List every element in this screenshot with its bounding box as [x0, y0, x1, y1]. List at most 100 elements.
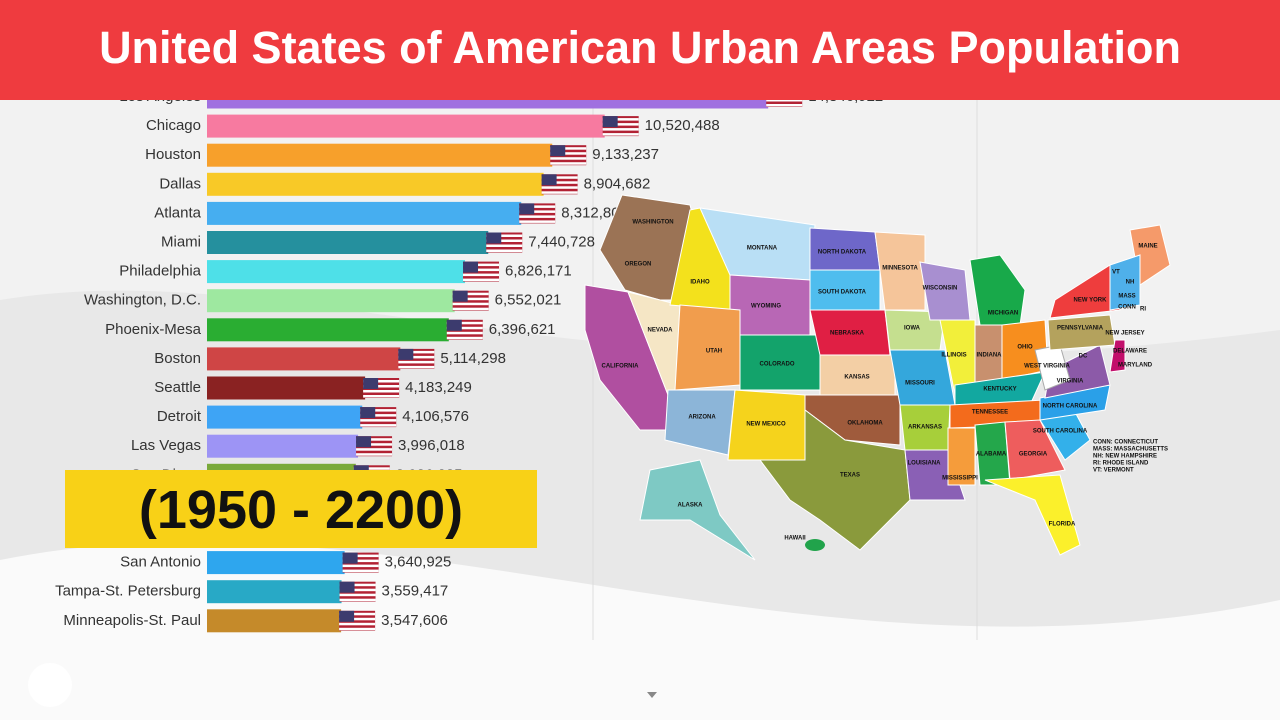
value-label: 8,904,682 [584, 175, 651, 192]
flag-stripe [342, 564, 379, 568]
state-label: COLORADO [760, 362, 795, 368]
value-label: 4,183,249 [405, 379, 472, 396]
category-label: Atlanta [154, 204, 201, 221]
flag-canton [463, 261, 479, 273]
category-label: Boston [154, 350, 201, 367]
year-range: (1950 - 2200) [65, 470, 537, 548]
flag-stripe [363, 390, 400, 393]
flag-canton [360, 407, 376, 419]
bar [207, 172, 544, 196]
flag-stripe [452, 292, 489, 296]
state-label: TENNESSEE [972, 410, 1008, 416]
flag-stripe [602, 133, 639, 136]
state-shape [639, 459, 756, 561]
flag-stripe [339, 588, 376, 592]
flag-stripe [452, 297, 489, 301]
map-legend-item: CONN: CONNECTICUT [1093, 440, 1158, 446]
flag-canton [486, 232, 502, 244]
bar [207, 143, 553, 167]
state-label: NEBRASKA [830, 331, 865, 337]
flag-canton [356, 436, 372, 448]
state-label: OHIO [1017, 345, 1033, 351]
state-label: IDAHO [690, 280, 710, 286]
bar [207, 201, 522, 225]
state-shape [804, 394, 901, 446]
flag-canton [452, 290, 468, 302]
state-label: ILLINOIS [941, 353, 966, 359]
state-shape [969, 254, 1026, 326]
flag-stripe [360, 414, 397, 417]
bar [207, 231, 489, 254]
state-shape [805, 539, 825, 551]
bar [207, 405, 363, 429]
state-label: SOUTH DAKOTA [818, 290, 867, 296]
map-legend-item: MASS: MASSACHUSETTS [1093, 447, 1168, 453]
state-label: CONN [1118, 305, 1136, 311]
flag-canton [550, 145, 566, 157]
category-label: Las Vegas [131, 437, 201, 454]
state-label: MISSOURI [905, 381, 935, 387]
button[interactable] [28, 663, 72, 707]
flag-stripe [360, 409, 397, 412]
state-label: OREGON [625, 262, 652, 268]
flag-stripe [356, 448, 393, 451]
flag-stripe [463, 273, 500, 277]
state-label: HAWAII [784, 536, 806, 542]
flag-canton [342, 552, 358, 564]
state-label: MARYLAND [1118, 363, 1153, 369]
flag-stripe [602, 128, 639, 131]
category-label: Detroit [157, 408, 202, 425]
flag-canton [446, 319, 462, 331]
flag-stripe [360, 419, 397, 422]
state-label: KENTUCKY [983, 387, 1016, 393]
flag-stripe [463, 268, 500, 272]
flag-stripe [766, 104, 803, 107]
state-label: PENNSYLVANIA [1057, 326, 1104, 332]
value-label: 3,640,925 [385, 554, 452, 571]
flag-stripe [356, 438, 393, 441]
map-legend-item: VT: VERMONT [1093, 468, 1134, 474]
flag-canton [398, 348, 414, 360]
flag-stripe [398, 355, 435, 359]
state-label: KANSAS [844, 375, 869, 381]
flag-stripe [486, 234, 523, 237]
value-label: 5,114,298 [440, 350, 506, 367]
flag-stripe [463, 263, 500, 267]
category-label: Chicago [146, 117, 201, 134]
flag-stripe [541, 191, 578, 194]
flag-stripe [446, 331, 483, 335]
scroll-arrow[interactable] [647, 692, 657, 698]
flag-stripe [602, 123, 639, 126]
flag-stripe [550, 162, 587, 165]
flag-stripe [398, 350, 435, 354]
state-label: GEORGIA [1019, 452, 1048, 458]
flag-stripe [339, 627, 376, 631]
flag-stripe [519, 215, 556, 218]
state-label: CALIFORNIA [602, 364, 640, 370]
flag-stripe [452, 302, 489, 306]
state-label: ARKANSAS [908, 425, 942, 431]
state-label: LOUISIANA [908, 461, 942, 467]
value-label: 6,826,171 [505, 263, 572, 280]
state-label: MONTANA [747, 246, 778, 252]
state-shape [1109, 339, 1126, 373]
flag-stripe [339, 622, 376, 626]
flag-stripe [360, 424, 397, 427]
state-label: WISCONSIN [923, 286, 958, 292]
state-label: MINNESOTA [882, 266, 918, 272]
flag-stripe [363, 385, 400, 388]
state-label: ARIZONA [688, 415, 716, 421]
state-shape [984, 474, 1081, 556]
flag-stripe [550, 152, 587, 155]
value-label: 3,547,606 [381, 612, 448, 629]
flag-canton [541, 174, 557, 186]
state-label: MASS [1118, 294, 1135, 300]
state-label: NEW JERSEY [1105, 331, 1144, 337]
category-label: Tampa-St. Petersburg [55, 583, 201, 600]
title-banner: United States of American Urban Areas Po… [0, 0, 1280, 100]
flag-stripe [486, 239, 523, 242]
flag-stripe [339, 617, 376, 621]
flag-stripe [398, 360, 435, 364]
flag-stripe [342, 554, 379, 558]
